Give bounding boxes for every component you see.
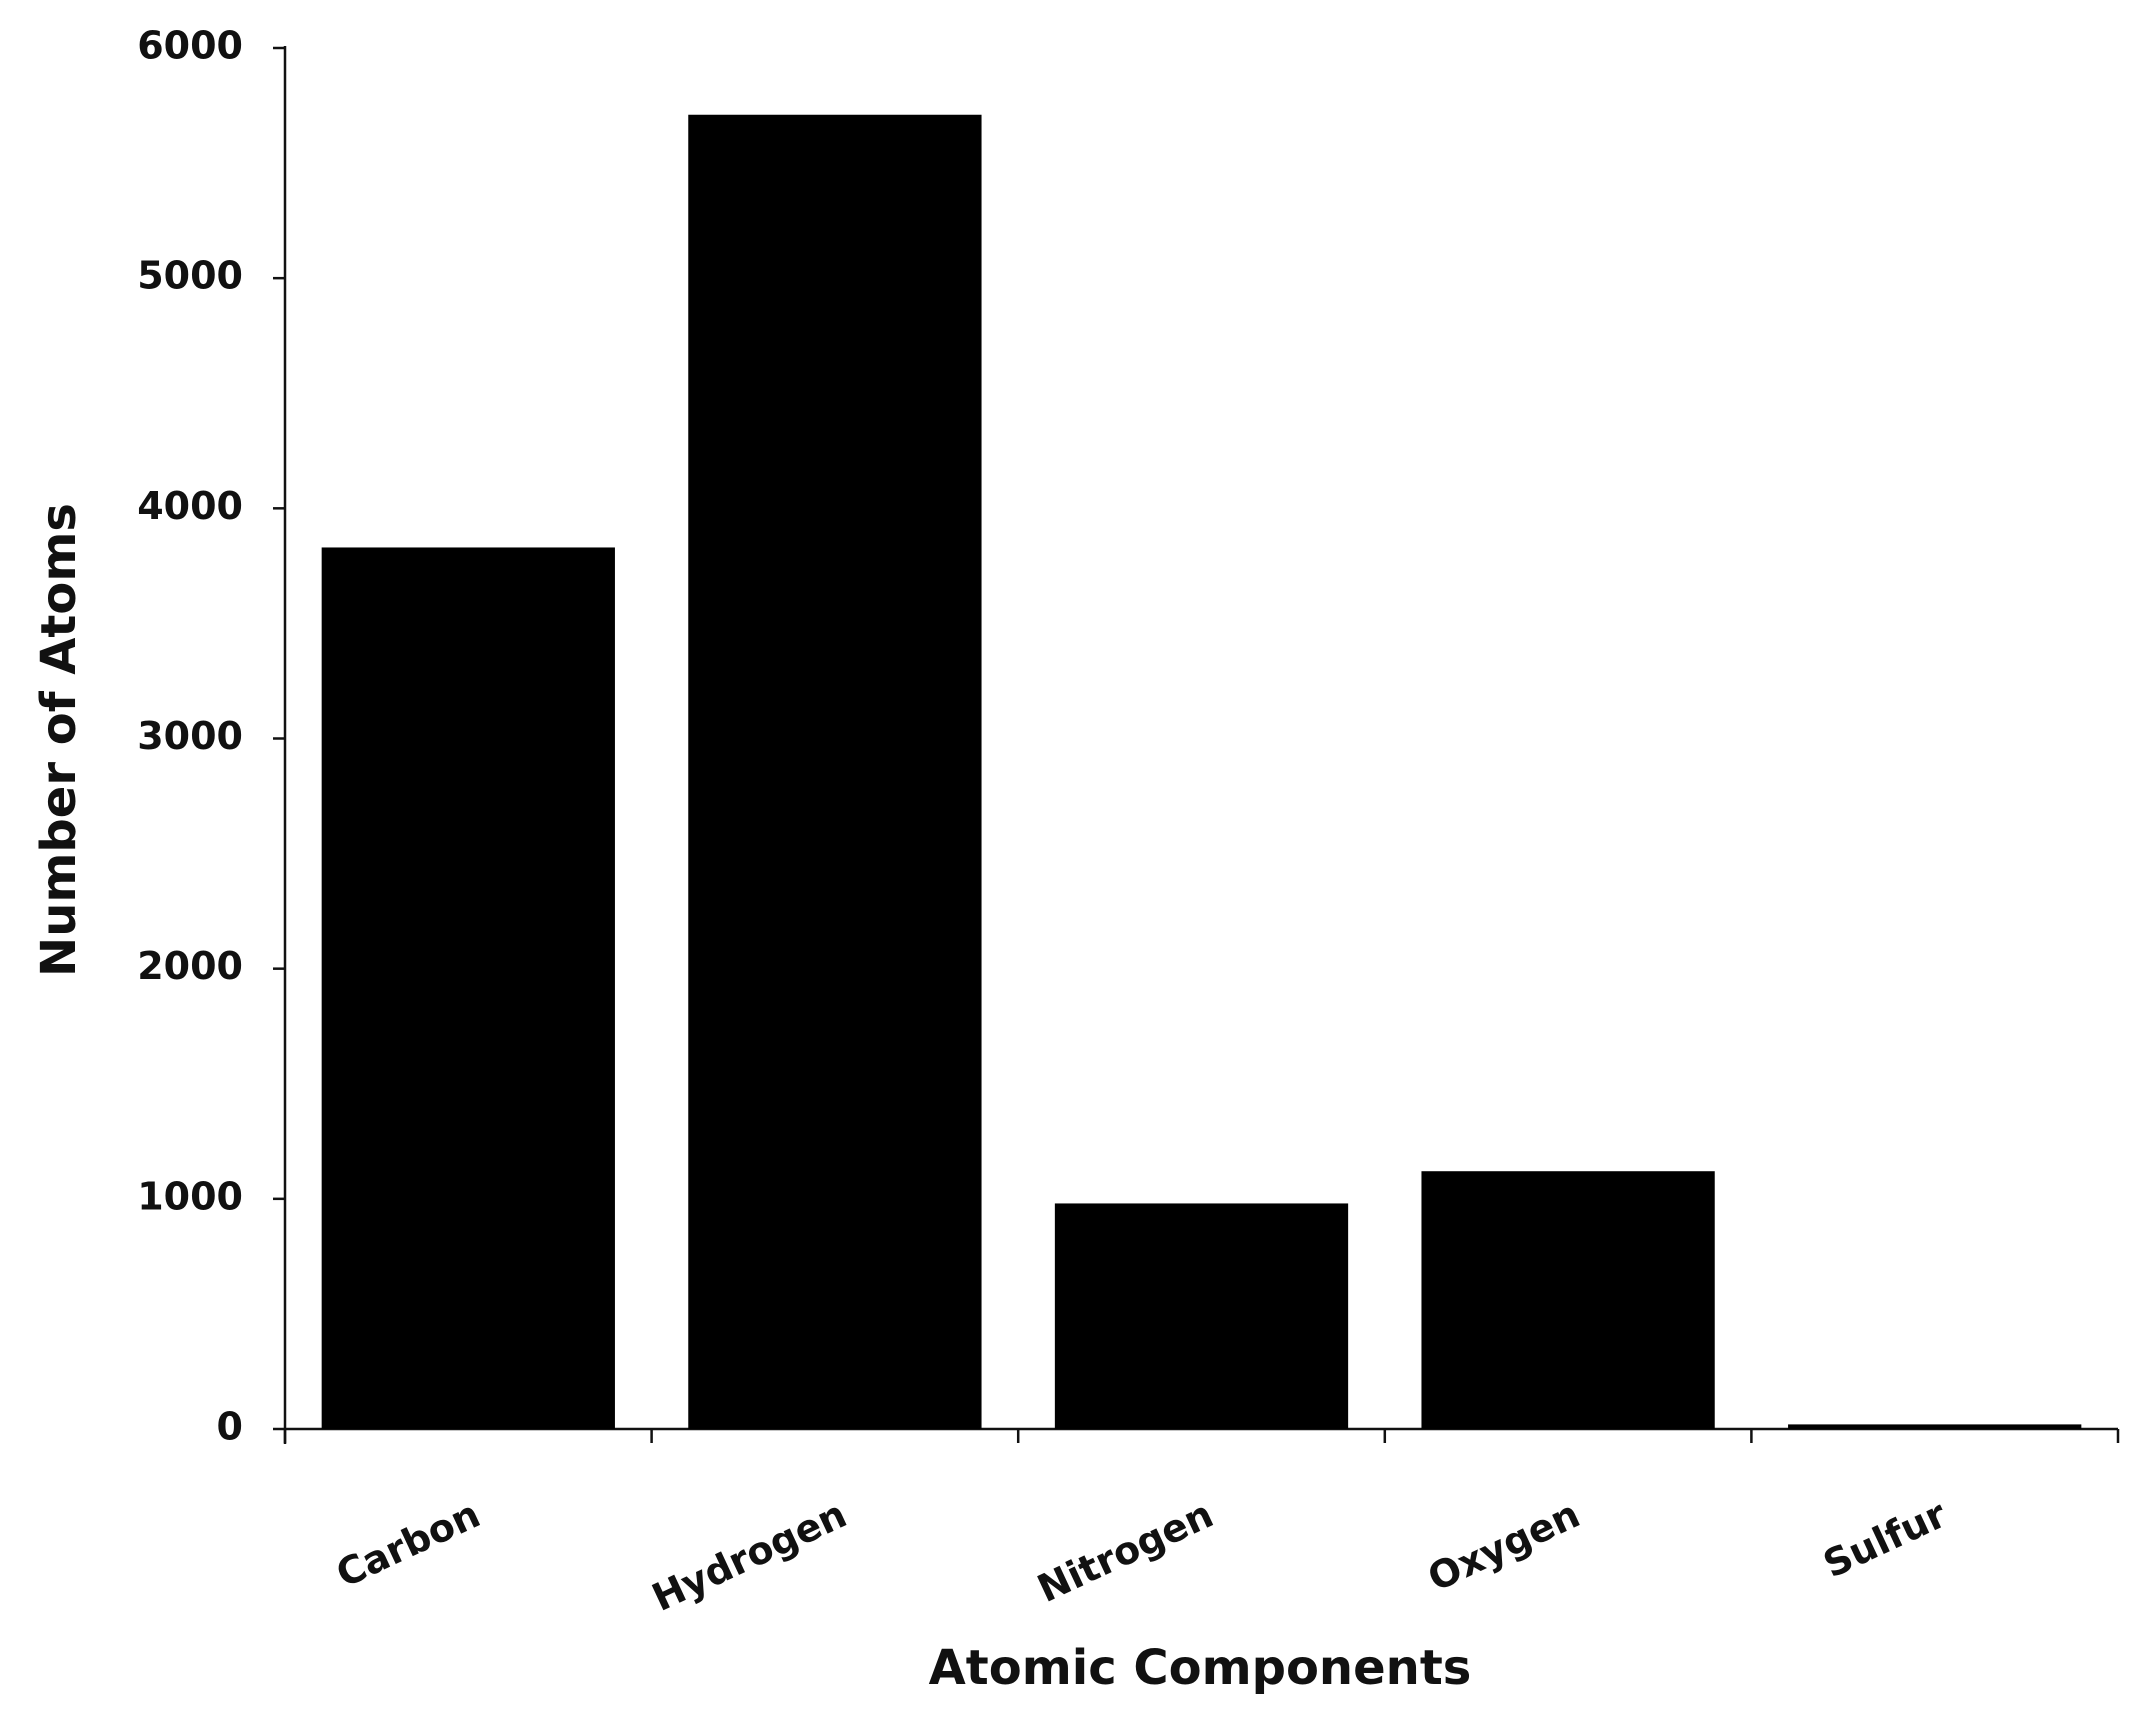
x-tick-label: Sulfur [1817,1492,1953,1587]
x-tick-label: Oxygen [1421,1492,1586,1600]
bar [1054,1203,1349,1429]
y-axis-title: Number of Atoms [31,503,87,977]
bar [1788,1424,2082,1429]
bar [688,114,982,1430]
x-tick-label: Hydrogen [645,1492,853,1620]
y-tick-label: 0 [217,1405,243,1449]
y-tick-label: 2000 [137,944,243,988]
y-tick-label: 3000 [137,714,243,758]
bar [321,547,615,1429]
x-axis-title: Atomic Components [929,1640,1472,1696]
y-tick-label: 4000 [137,484,243,528]
bar [1421,1171,1715,1429]
x-tick-label: Nitrogen [1031,1492,1220,1611]
y-tick-label: 5000 [137,254,243,298]
y-tick-label: 1000 [137,1174,243,1218]
y-tick-label: 6000 [137,24,243,68]
x-tick-label: Carbon [330,1492,487,1596]
